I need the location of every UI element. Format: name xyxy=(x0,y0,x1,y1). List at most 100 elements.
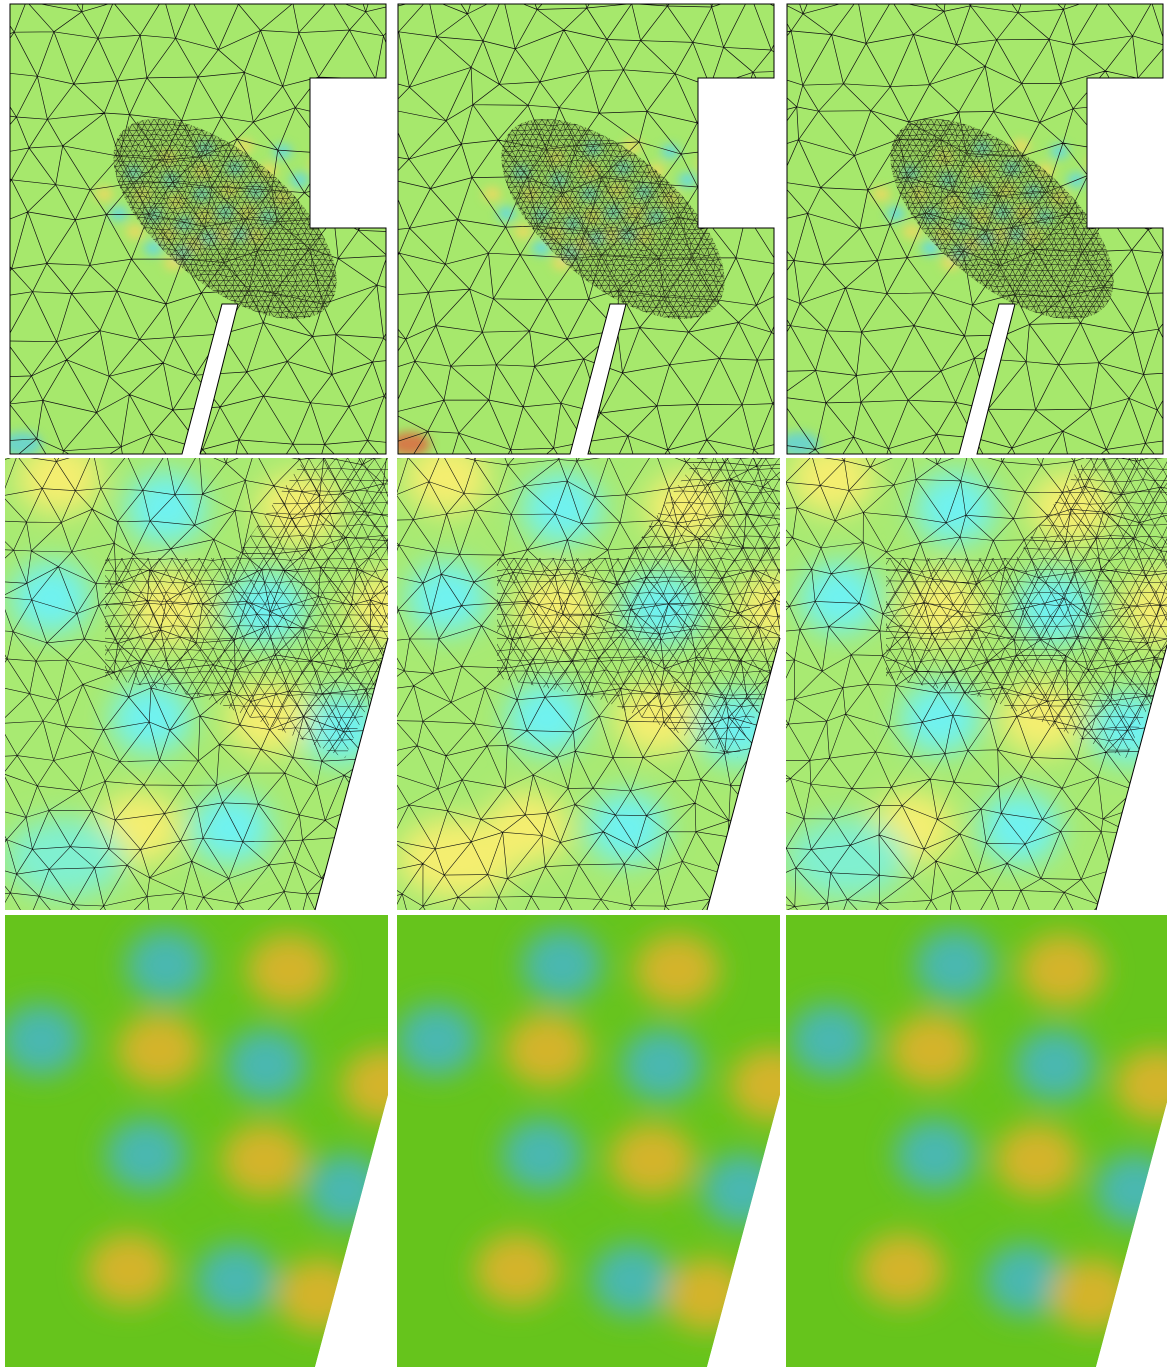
blob xyxy=(87,1234,171,1306)
blob xyxy=(860,1234,944,1306)
blob xyxy=(790,458,874,514)
blob xyxy=(109,206,128,221)
blob xyxy=(405,458,489,514)
panel-edge xyxy=(706,637,781,911)
zoom-panel xyxy=(397,458,780,910)
blob xyxy=(407,562,487,634)
blob xyxy=(735,572,780,644)
blob xyxy=(507,682,587,754)
blob xyxy=(678,173,697,188)
blob xyxy=(483,187,502,202)
blob xyxy=(522,929,602,1001)
domain-outline xyxy=(786,3,1164,455)
blob xyxy=(164,256,183,271)
blob xyxy=(607,183,626,198)
blob xyxy=(505,1014,589,1086)
coarse-mesh xyxy=(398,4,774,454)
blob xyxy=(11,562,91,634)
blob xyxy=(910,187,929,202)
panel-edge xyxy=(314,637,389,911)
blob xyxy=(1115,1049,1167,1121)
blob xyxy=(1050,144,1069,159)
blob xyxy=(635,934,719,1006)
field-blobs xyxy=(397,458,780,898)
blob xyxy=(126,472,206,544)
blob xyxy=(941,256,960,271)
blob xyxy=(980,792,1060,864)
field-blobs xyxy=(397,929,780,1331)
blob xyxy=(126,929,206,1001)
blob xyxy=(398,432,430,454)
blob xyxy=(915,472,995,544)
blob xyxy=(730,1049,780,1121)
blob xyxy=(895,1119,975,1191)
blob xyxy=(222,1124,306,1196)
blob xyxy=(227,682,311,754)
blob xyxy=(915,929,995,1001)
blob xyxy=(502,1119,582,1191)
zoom-panel xyxy=(5,915,388,1367)
blob xyxy=(200,231,219,246)
blob xyxy=(532,241,551,256)
blob xyxy=(1015,1029,1095,1101)
panel-edge xyxy=(1095,643,1167,911)
blob xyxy=(661,144,680,159)
zoom-panel xyxy=(786,915,1167,1367)
blob xyxy=(944,195,963,210)
field-blobs xyxy=(787,139,1105,454)
blob xyxy=(886,206,905,221)
blob xyxy=(549,172,568,187)
blob xyxy=(226,1029,306,1101)
blob xyxy=(10,432,42,454)
zoom-panel xyxy=(786,458,1167,910)
blob xyxy=(95,187,114,202)
blob xyxy=(127,572,211,644)
blob xyxy=(273,144,292,159)
blob xyxy=(342,1049,388,1121)
panel-cut xyxy=(1096,1102,1167,1367)
zoom-panel xyxy=(5,458,388,910)
blob xyxy=(515,572,599,644)
blob xyxy=(787,432,819,454)
blob xyxy=(921,241,940,256)
blob xyxy=(587,792,667,864)
blob xyxy=(1020,934,1104,1006)
blob xyxy=(397,818,517,898)
blob xyxy=(800,562,880,634)
blob xyxy=(610,1124,694,1196)
panel-cut xyxy=(315,1095,390,1367)
blob xyxy=(475,1234,559,1306)
blob xyxy=(5,1004,81,1076)
blob xyxy=(1120,572,1167,644)
blob xyxy=(144,241,163,256)
blob xyxy=(126,224,145,239)
blob xyxy=(247,934,331,1006)
zoom-panel xyxy=(397,915,780,1367)
blob xyxy=(397,1004,477,1076)
blob xyxy=(890,1014,974,1086)
blob xyxy=(192,186,211,201)
blob xyxy=(622,572,702,644)
blob xyxy=(196,1244,276,1316)
blob xyxy=(512,165,531,180)
domain-panel xyxy=(398,4,774,454)
panel-cut xyxy=(707,1095,782,1367)
blob xyxy=(790,1004,870,1076)
blob xyxy=(522,472,602,544)
blob xyxy=(191,792,271,864)
blob xyxy=(5,818,125,898)
blob xyxy=(592,1244,672,1316)
coarse-mesh xyxy=(786,458,1167,910)
blob xyxy=(872,187,891,202)
domain-outline xyxy=(9,3,387,455)
blob xyxy=(106,1119,186,1191)
blob xyxy=(985,1244,1065,1316)
domain-panel xyxy=(787,4,1163,454)
blob xyxy=(514,224,533,239)
blob xyxy=(995,1124,1079,1196)
blob xyxy=(246,229,265,244)
blob xyxy=(622,1029,702,1101)
field-blobs xyxy=(5,929,388,1331)
